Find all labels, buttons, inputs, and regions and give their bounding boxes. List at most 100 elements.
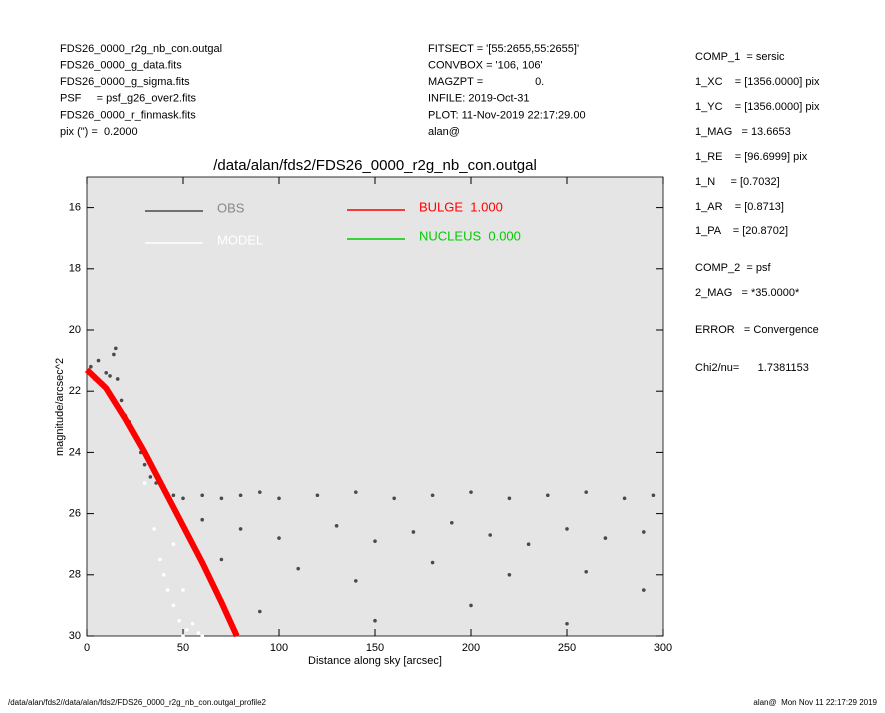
data-point: [565, 527, 569, 531]
data-point: [152, 527, 156, 531]
parameter: 1_N = [0.7032]: [695, 176, 780, 188]
data-point: [507, 573, 512, 577]
chart-title: /data/alan/fds2/FDS26_0000_r2g_nb_con.ou…: [213, 157, 537, 174]
plot-area: [86, 176, 664, 637]
data-point: [507, 496, 512, 501]
data-point: [642, 588, 646, 592]
data-point: [488, 533, 493, 537]
data-point: [238, 527, 243, 531]
header-left-line: FDS26_0000_g_data.fits: [60, 60, 182, 72]
header-center-line: PLOT: 11-Nov-2019 22:17:29.00: [428, 109, 586, 121]
data-point: [200, 634, 204, 638]
data-point: [373, 539, 377, 543]
data-point: [219, 496, 224, 501]
data-point: [430, 560, 435, 565]
data-point: [96, 358, 101, 363]
y-tick-label: 28: [69, 569, 81, 581]
data-point: [158, 557, 162, 562]
header-center-line: INFILE: 2019-Oct-31: [428, 93, 530, 105]
header-left-line: PSF = psf_g26_over2.fits: [60, 93, 197, 105]
data-point: [181, 634, 185, 638]
data-point: [142, 462, 147, 467]
data-point: [277, 536, 281, 540]
y-tick-label: 20: [69, 324, 81, 336]
data-point: [469, 603, 473, 608]
x-tick-label: 50: [177, 642, 189, 654]
y-tick-label: 30: [69, 630, 81, 642]
x-tick-label: 200: [462, 642, 480, 654]
y-tick-label: 24: [69, 446, 81, 458]
y-tick-label: 16: [69, 202, 81, 214]
x-tick-label: 0: [84, 642, 90, 654]
data-point: [526, 542, 531, 546]
data-point: [642, 530, 646, 534]
legend-label: MODEL: [217, 232, 263, 247]
parameter: COMP_2 = psf: [695, 262, 771, 274]
data-point: [565, 621, 569, 626]
data-point: [411, 530, 416, 534]
data-point: [450, 520, 454, 525]
data-point: [296, 566, 301, 571]
legend-label: OBS: [217, 200, 245, 215]
data-point: [622, 496, 627, 501]
x-tick-label: 150: [366, 642, 384, 654]
profile-line: [84, 367, 240, 638]
footer-right: alan@ Mon Nov 11 22:17:29 2019: [753, 698, 877, 707]
data-point: [104, 371, 108, 375]
x-tick-label: 300: [654, 642, 672, 654]
data-point: [148, 475, 153, 479]
header-left-line: FDS26_0000_r2g_nb_con.outgal: [60, 43, 222, 55]
data-point: [185, 628, 189, 632]
y-tick-label: 26: [69, 508, 81, 520]
legend-label: BULGE 1.000: [419, 199, 503, 214]
data-point: [238, 493, 243, 498]
data-point: [119, 398, 124, 403]
data-point: [200, 517, 204, 522]
data-point: [258, 609, 262, 614]
parameter: 1_MAG = 13.6653: [695, 126, 791, 138]
data-point: [196, 631, 201, 635]
data-point: [584, 569, 588, 574]
data-point: [469, 490, 473, 494]
y-axis-label: magnitude/arcsec^2: [54, 358, 66, 456]
header-center-line: FITSECT = '[55:2655,55:2655]': [428, 43, 579, 55]
data-point: [354, 490, 358, 494]
data-point: [315, 493, 320, 498]
data-point: [334, 524, 339, 528]
data-point: [651, 493, 656, 498]
parameter: Chi2/nu= 1.7381153: [695, 362, 809, 374]
footer-left: /data/alan/fds2//data/alan/fds2/FDS26_00…: [8, 698, 267, 707]
legend-label: NUCLEUS 0.000: [419, 228, 521, 243]
data-point: [181, 588, 185, 592]
x-tick-label: 250: [558, 642, 576, 654]
data-point: [200, 493, 204, 498]
data-point: [258, 490, 262, 494]
y-tick-label: 18: [69, 263, 81, 275]
data-point: [108, 374, 112, 378]
data-point: [142, 481, 147, 485]
parameter: 1_XC = [1356.0000] pix: [695, 76, 820, 88]
parameter: ERROR = Convergence: [695, 324, 819, 336]
data-point: [354, 579, 358, 583]
data-point: [584, 490, 588, 494]
data-point: [373, 618, 377, 623]
x-tick-label: 100: [270, 642, 288, 654]
parameter: 1_YC = [1356.0000] pix: [695, 101, 820, 113]
header-left-line: FDS26_0000_g_sigma.fits: [60, 76, 190, 88]
data-point: [177, 618, 181, 623]
header-left-line: FDS26_0000_r_finmask.fits: [60, 109, 196, 121]
data-point: [277, 496, 281, 501]
data-point: [546, 493, 550, 498]
data-point: [190, 621, 195, 626]
data-point: [181, 496, 185, 501]
data-point: [603, 536, 608, 540]
data-point: [115, 377, 120, 381]
data-point: [171, 603, 176, 608]
data-point: [162, 573, 166, 577]
data-point: [171, 493, 176, 498]
x-axis-label: Distance along sky [arcsec]: [308, 655, 442, 667]
data-point: [219, 557, 224, 562]
header-center-line: CONVBOX = '106, 106': [428, 60, 543, 72]
